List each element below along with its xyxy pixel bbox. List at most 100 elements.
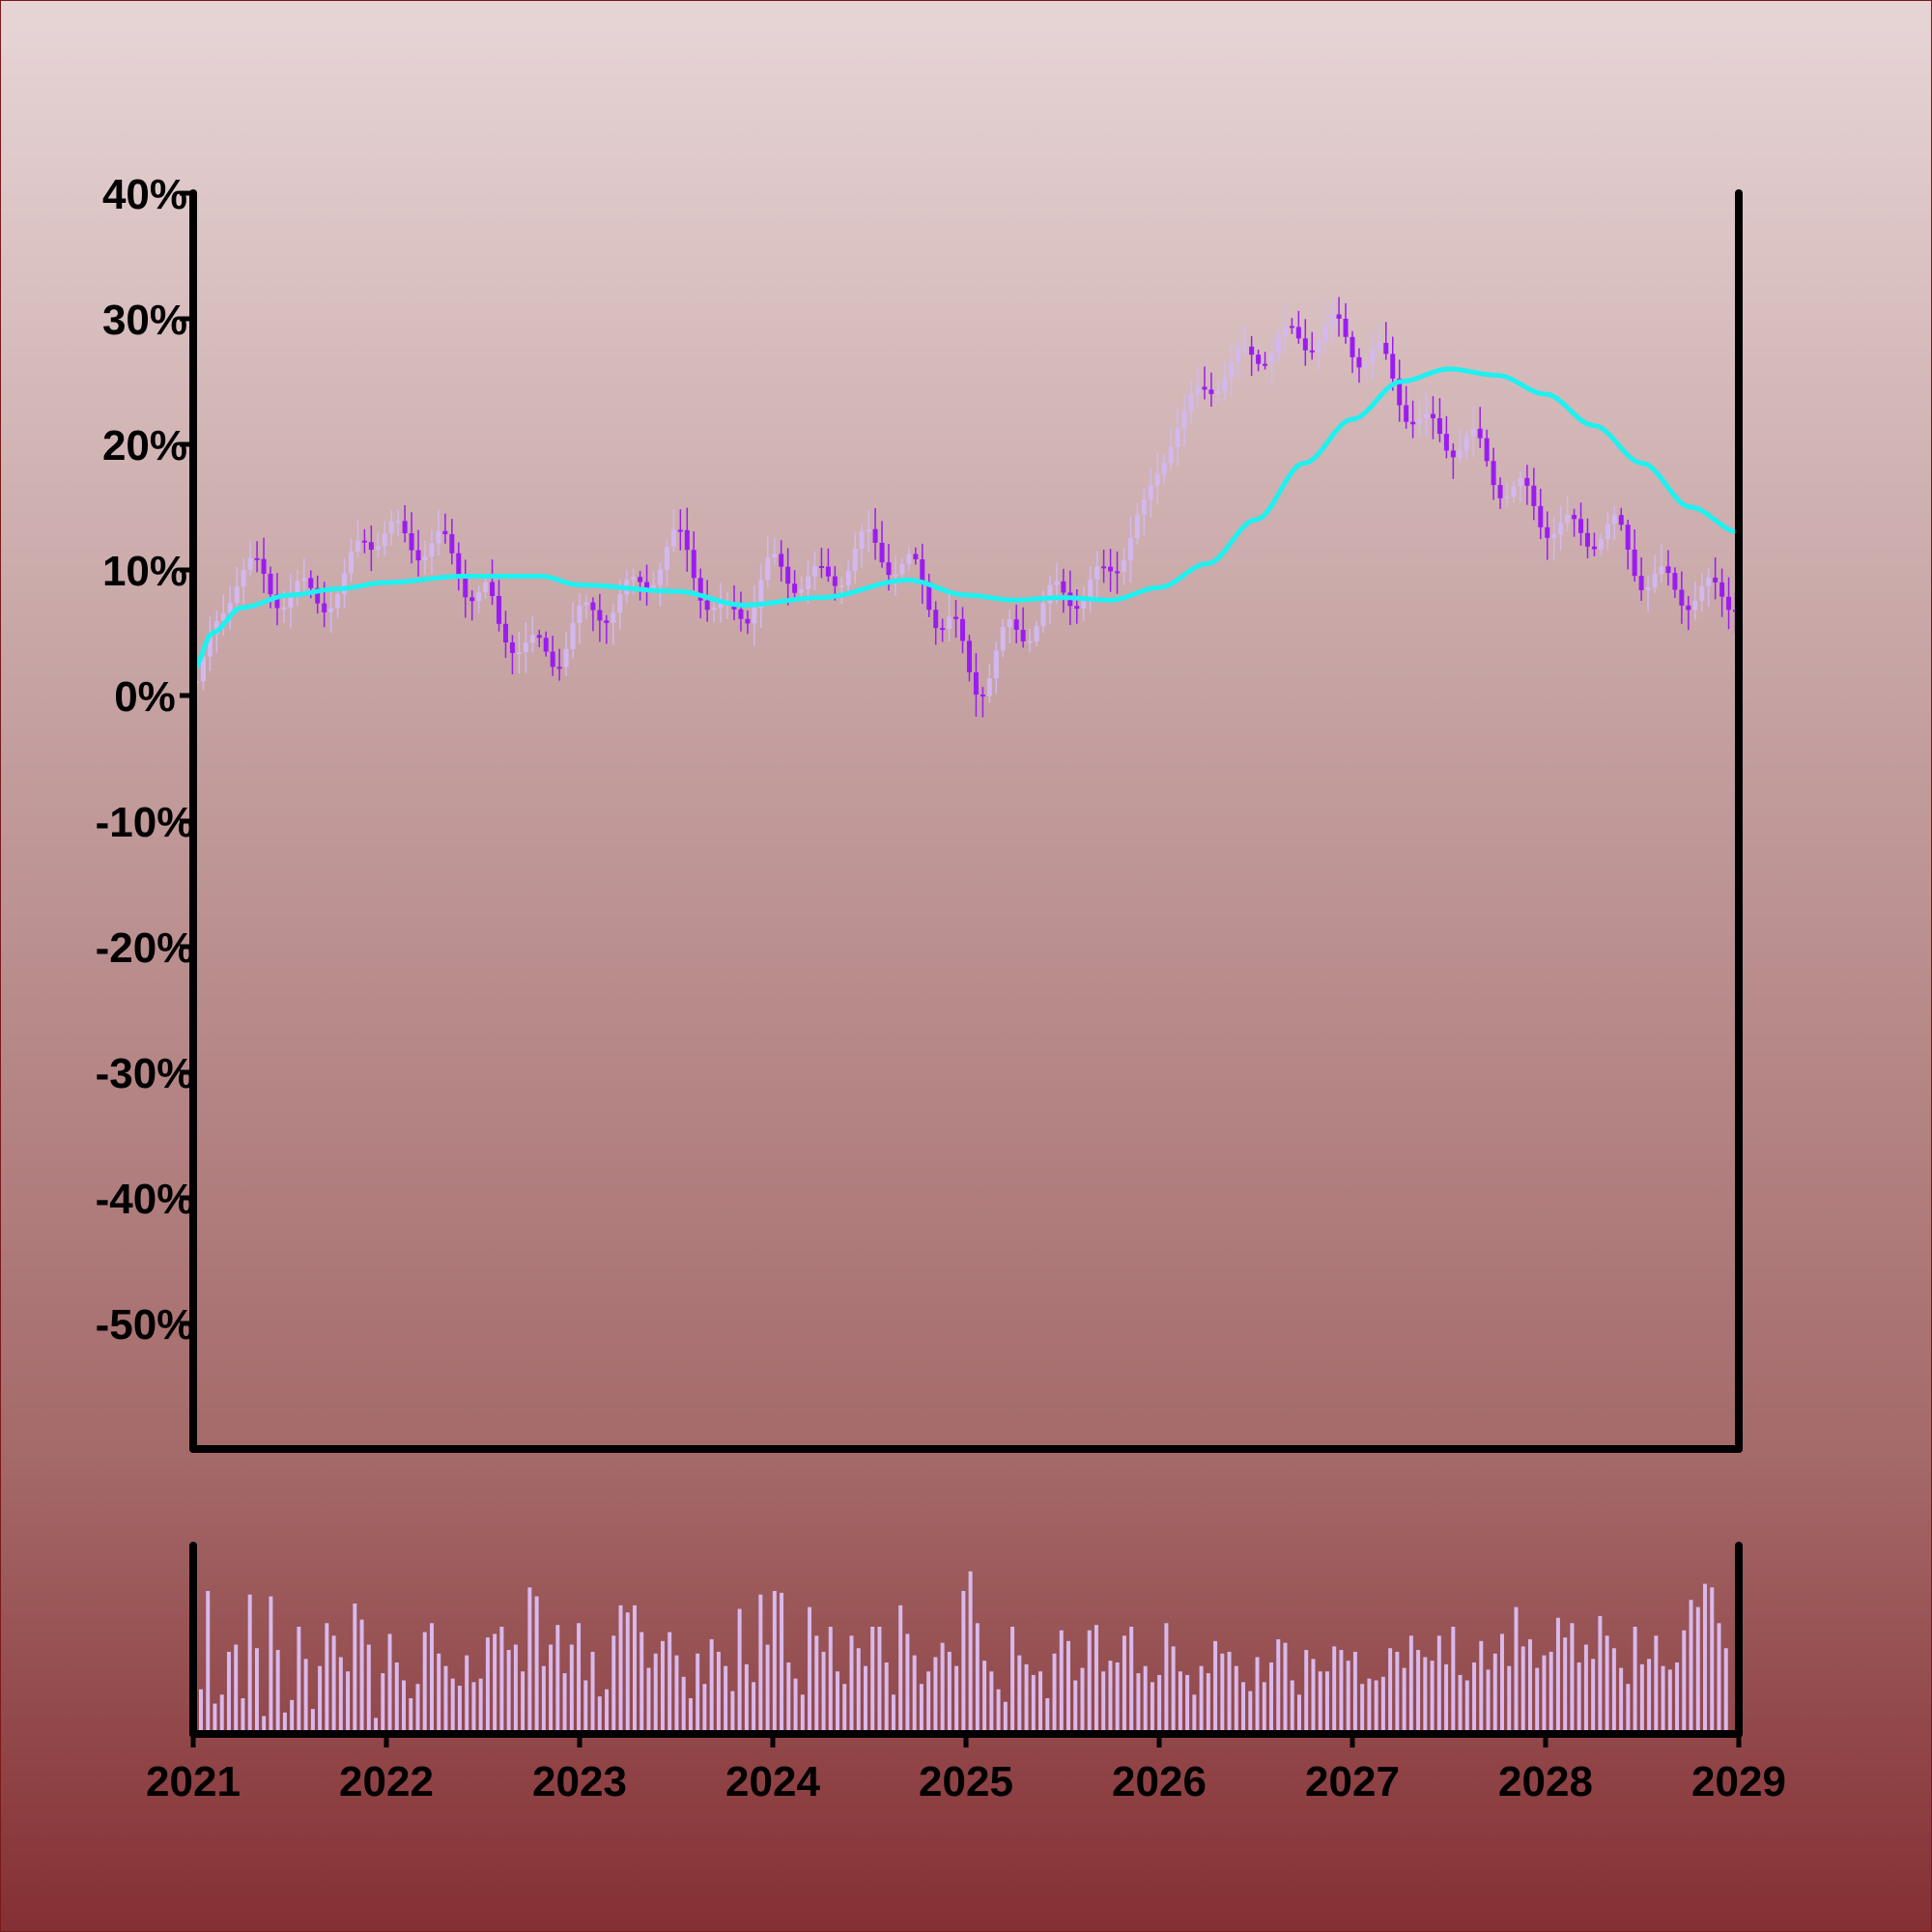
volume-bar (338, 1657, 343, 1734)
volume-bar (1073, 1680, 1078, 1734)
volume-bar (1710, 1587, 1715, 1734)
candle (933, 601, 939, 645)
candle (638, 571, 643, 601)
volume-bar (457, 1686, 462, 1734)
candle (973, 653, 979, 718)
volume-bar (1520, 1646, 1525, 1734)
candle (684, 507, 690, 572)
volume-bar (1374, 1680, 1378, 1734)
volume-bar (1255, 1657, 1260, 1734)
volume-bar (247, 1594, 252, 1734)
volume-bar (814, 1635, 819, 1734)
candle (288, 573, 294, 629)
candle (960, 607, 966, 654)
candle (1263, 352, 1268, 370)
volume-bar (366, 1644, 371, 1734)
volume-bar (696, 1653, 700, 1734)
candle (577, 593, 582, 644)
volume-bar (297, 1627, 301, 1734)
candle (375, 531, 381, 558)
volume-bar (499, 1627, 504, 1734)
candle (1491, 447, 1496, 500)
volume-bar (374, 1718, 379, 1734)
volume-bar (1283, 1642, 1288, 1734)
candle (845, 560, 851, 595)
volume-bar (1108, 1661, 1113, 1734)
candle (550, 636, 555, 676)
candle (1168, 427, 1174, 470)
candle (207, 616, 213, 671)
volume-bar (1479, 1640, 1484, 1734)
volume-bar (303, 1659, 308, 1734)
volume-bar (668, 1632, 672, 1734)
volume-bar (1514, 1606, 1519, 1734)
candle (1719, 568, 1725, 617)
volume-bar (346, 1671, 351, 1734)
x-axis-ticks: 2021 2022 2023 2024 2025 2026 2027 2028 2029 (146, 1734, 1786, 1805)
candle (1578, 502, 1584, 546)
candle (490, 559, 496, 606)
candle (1289, 318, 1294, 334)
volume-bar (1598, 1615, 1603, 1734)
volume-bar (1486, 1669, 1491, 1734)
volume-bar (1542, 1655, 1547, 1734)
candle (1457, 428, 1463, 464)
candle (415, 529, 421, 577)
volume-bar (1003, 1701, 1008, 1734)
candle (1188, 379, 1194, 424)
volume-bar (1171, 1646, 1176, 1734)
candle (1013, 604, 1019, 643)
candle (1424, 393, 1430, 438)
y-tick-label: 0% (114, 673, 176, 721)
volume-bar (646, 1667, 651, 1734)
x-tick-label: 2022 (339, 1758, 434, 1805)
candle (1121, 548, 1126, 585)
candle (772, 537, 778, 565)
volume-bar (1577, 1662, 1581, 1734)
candle (315, 575, 321, 614)
volume-bar (1080, 1667, 1085, 1734)
candle (361, 528, 367, 554)
candle (497, 580, 502, 632)
volume-bars (199, 1571, 1728, 1734)
volume-bar (744, 1663, 749, 1734)
candle (765, 535, 771, 589)
candle (872, 508, 878, 560)
candle (966, 635, 972, 682)
volume-bar (1408, 1635, 1413, 1734)
volume-bar (1507, 1665, 1512, 1734)
volume-bar (1661, 1665, 1665, 1734)
candle (597, 593, 603, 642)
volume-bar (1548, 1651, 1553, 1734)
volume-bar (752, 1682, 756, 1734)
volume-bar (1031, 1674, 1036, 1734)
candle (1195, 366, 1201, 410)
y-tick-label: -20% (96, 924, 195, 972)
volume-bar (402, 1680, 406, 1734)
volume-bar (1129, 1627, 1134, 1734)
volume-bar (1199, 1665, 1204, 1734)
volume-bar (1066, 1640, 1070, 1734)
candle (738, 591, 744, 632)
y-tick-label: -10% (96, 799, 195, 846)
candle (1329, 298, 1335, 344)
candle (953, 600, 959, 639)
volume-bar (884, 1662, 889, 1734)
candle (342, 557, 348, 609)
candle (328, 590, 334, 634)
volume-bar (1269, 1662, 1274, 1734)
volume-bar (597, 1696, 602, 1734)
volume-bar (975, 1623, 980, 1734)
y-tick-label: 30% (102, 297, 187, 344)
volume-bar (1206, 1673, 1210, 1734)
x-tick-label: 2021 (146, 1758, 241, 1805)
candle (691, 531, 696, 591)
y-tick-label: -30% (96, 1050, 195, 1097)
candle (429, 529, 435, 575)
volume-bar (737, 1608, 742, 1734)
candle (1027, 628, 1033, 652)
candle (893, 556, 898, 596)
volume-bar (1611, 1648, 1616, 1734)
volume-bar (947, 1651, 952, 1734)
